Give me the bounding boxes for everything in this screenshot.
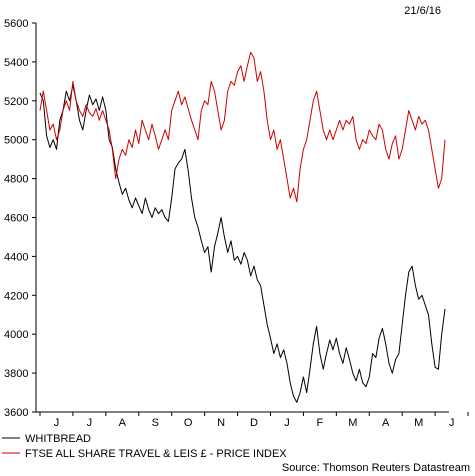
y-tick-label: 5000 <box>4 135 28 147</box>
date-label: 21/6/16 <box>404 5 441 17</box>
series-line-ftse <box>39 51 446 203</box>
y-tick-label: 4200 <box>4 290 28 302</box>
x-tick-label: A <box>382 417 390 429</box>
y-tick-label: 4000 <box>4 329 28 341</box>
series-lines <box>39 51 446 403</box>
y-axis-ticks: 3600 3800 4000 4200 4400 4600 4800 5000 5200 5400… <box>4 18 36 419</box>
legend-label-whitbread: WHITBREAD <box>25 433 91 445</box>
x-tick-label: J <box>449 417 455 429</box>
y-tick-label: 4400 <box>4 251 28 263</box>
series-line-whitbread <box>39 84 446 403</box>
y-tick-label: 3600 <box>4 407 28 419</box>
y-tick-label: 5400 <box>4 57 28 69</box>
x-tick-label: J <box>54 417 60 429</box>
x-tick-label: M <box>414 417 423 429</box>
x-tick-label: J <box>284 417 290 429</box>
y-tick-label: 4600 <box>4 213 28 225</box>
legend: WHITBREAD FTSE ALL SHARE TRAVEL & LEIS £… <box>2 433 287 460</box>
source-text: Source: Thomson Reuters Datastream <box>282 462 470 474</box>
x-tick-label: F <box>317 417 324 429</box>
plot-area: 3600 3800 4000 4200 4400 4600 4800 5000 5200 5400… <box>4 18 469 429</box>
x-tick-label: M <box>348 417 357 429</box>
y-tick-label: 5200 <box>4 96 28 108</box>
x-tick-label: J <box>87 417 93 429</box>
x-tick-label: S <box>152 417 159 429</box>
y-tick-label: 3800 <box>4 368 28 380</box>
x-tick-label: D <box>250 417 258 429</box>
x-tick-label: N <box>217 417 225 429</box>
y-tick-label: 4800 <box>4 174 28 186</box>
x-tick-label: A <box>119 417 127 429</box>
legend-label-ftse: FTSE ALL SHARE TRAVEL & LEIS £ - PRICE I… <box>25 448 287 460</box>
y-tick-label: 5600 <box>4 18 28 30</box>
x-tick-label: O <box>184 417 193 429</box>
